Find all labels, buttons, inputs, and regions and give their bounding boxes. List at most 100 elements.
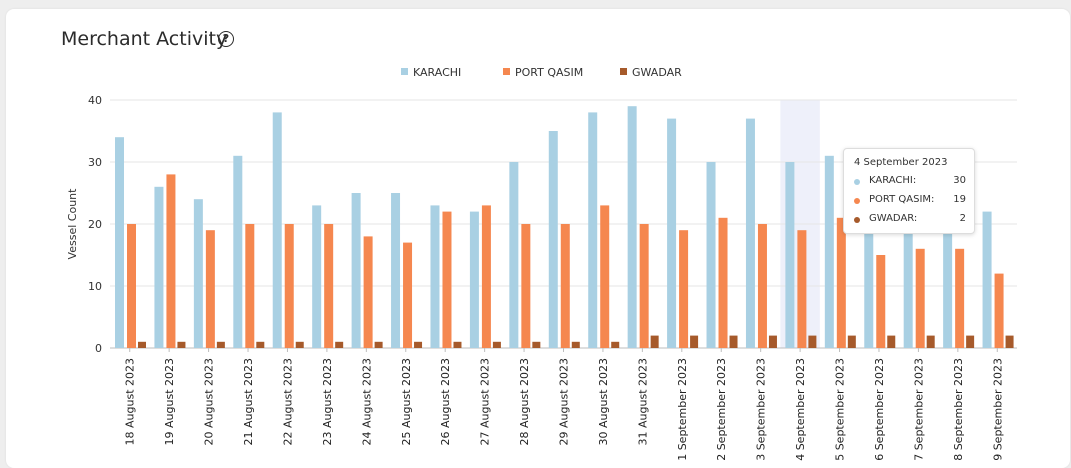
- x-tick-label: 24 August 2023: [360, 358, 373, 445]
- bar-karachi[interactable]: [351, 193, 361, 348]
- tooltip-label: GWADAR:: [869, 213, 918, 224]
- bar-gwadar[interactable]: [532, 341, 541, 348]
- legend-swatch[interactable]: [620, 68, 627, 75]
- bar-port-qasim[interactable]: [245, 224, 255, 348]
- bar-port-qasim[interactable]: [639, 224, 649, 348]
- bar-gwadar[interactable]: [808, 335, 817, 348]
- bar-karachi[interactable]: [154, 186, 164, 348]
- bar-port-qasim[interactable]: [560, 224, 570, 348]
- bar-karachi[interactable]: [469, 211, 479, 348]
- bar-port-qasim[interactable]: [757, 224, 767, 348]
- bar-port-qasim[interactable]: [205, 230, 215, 348]
- bar-gwadar[interactable]: [295, 341, 304, 348]
- bar-gwadar[interactable]: [650, 335, 659, 348]
- bar-gwadar[interactable]: [571, 341, 580, 348]
- bar-gwadar[interactable]: [177, 341, 186, 348]
- bar-gwadar[interactable]: [256, 341, 265, 348]
- bar-karachi[interactable]: [430, 205, 440, 348]
- bar-port-qasim[interactable]: [363, 236, 373, 348]
- legend-swatch[interactable]: [401, 68, 408, 75]
- bar-port-qasim[interactable]: [127, 224, 136, 348]
- bar-karachi[interactable]: [824, 155, 834, 348]
- x-tick-label: 8 September 2023: [952, 358, 965, 461]
- tooltip-label: KARACHI:: [869, 175, 917, 186]
- bar-karachi[interactable]: [785, 162, 795, 348]
- bar-gwadar[interactable]: [966, 335, 975, 348]
- x-tick-label: 9 September 2023: [991, 358, 1004, 461]
- bar-karachi[interactable]: [233, 155, 243, 348]
- bar-karachi[interactable]: [272, 112, 282, 349]
- bar-karachi[interactable]: [548, 131, 558, 348]
- bar-gwadar[interactable]: [335, 341, 344, 348]
- question-circle-icon[interactable]: ?: [218, 31, 234, 47]
- bar-port-qasim[interactable]: [403, 242, 413, 348]
- x-tick-label: 21 August 2023: [242, 358, 255, 445]
- bar-port-qasim[interactable]: [915, 248, 925, 348]
- bar-gwadar[interactable]: [611, 341, 620, 348]
- bar-gwadar[interactable]: [887, 335, 896, 348]
- x-tick-label: 27 August 2023: [479, 358, 492, 445]
- x-tick-label: 22 August 2023: [281, 358, 294, 445]
- bar-port-qasim[interactable]: [876, 255, 886, 348]
- bar-karachi[interactable]: [312, 205, 322, 348]
- x-tick-label: 26 August 2023: [439, 358, 452, 445]
- x-tick-label: 4 September 2023: [794, 358, 807, 461]
- bar-karachi[interactable]: [588, 112, 598, 349]
- bar-port-qasim[interactable]: [994, 273, 1004, 348]
- x-tick-label: 6 September 2023: [873, 358, 886, 461]
- bar-karachi[interactable]: [903, 224, 913, 348]
- bar-karachi[interactable]: [864, 211, 874, 348]
- bar-karachi[interactable]: [943, 211, 953, 348]
- bar-gwadar[interactable]: [729, 335, 738, 348]
- bar-port-qasim[interactable]: [718, 217, 728, 348]
- bar-port-qasim[interactable]: [521, 224, 531, 348]
- x-tick-label: 23 August 2023: [321, 358, 334, 445]
- bar-gwadar[interactable]: [1005, 335, 1014, 348]
- bar-gwadar[interactable]: [690, 335, 699, 348]
- bar-port-qasim[interactable]: [600, 205, 610, 348]
- bar-gwadar[interactable]: [216, 341, 225, 348]
- y-tick-label: 10: [88, 280, 102, 293]
- x-tick-label: 20 August 2023: [203, 358, 216, 445]
- bar-gwadar[interactable]: [926, 335, 935, 348]
- tooltip-value: 30: [953, 175, 966, 186]
- bar-port-qasim[interactable]: [481, 205, 491, 348]
- bar-port-qasim[interactable]: [679, 230, 689, 348]
- bar-karachi[interactable]: [627, 106, 637, 348]
- bar-karachi[interactable]: [667, 118, 677, 348]
- y-tick-label: 30: [88, 156, 102, 169]
- bar-port-qasim[interactable]: [284, 224, 294, 348]
- legend-label[interactable]: PORT QASIM: [515, 66, 583, 79]
- x-tick-label: 19 August 2023: [163, 358, 176, 445]
- bar-port-qasim[interactable]: [836, 217, 846, 348]
- legend-label[interactable]: KARACHI: [413, 66, 461, 79]
- bar-port-qasim[interactable]: [797, 230, 807, 348]
- bar-karachi[interactable]: [391, 193, 401, 348]
- bar-karachi[interactable]: [982, 211, 992, 348]
- x-tick-label: 3 September 2023: [755, 358, 768, 461]
- bar-karachi[interactable]: [193, 199, 203, 348]
- bar-gwadar[interactable]: [138, 341, 146, 348]
- y-tick-label: 0: [95, 342, 102, 355]
- x-tick-label: 29 August 2023: [558, 358, 571, 445]
- bar-karachi[interactable]: [706, 162, 716, 348]
- bar-gwadar[interactable]: [492, 341, 501, 348]
- bar-gwadar[interactable]: [414, 341, 423, 348]
- bar-gwadar[interactable]: [847, 335, 856, 348]
- bar-port-qasim[interactable]: [955, 248, 965, 348]
- bar-gwadar[interactable]: [453, 341, 462, 348]
- tooltip-row: PORT QASIM: 19: [854, 194, 966, 208]
- bar-port-qasim[interactable]: [166, 174, 176, 348]
- bar-gwadar[interactable]: [374, 341, 383, 348]
- bar-port-qasim[interactable]: [324, 224, 334, 348]
- bar-karachi[interactable]: [509, 162, 519, 348]
- bar-port-qasim[interactable]: [442, 211, 452, 348]
- legend-label[interactable]: GWADAR: [632, 66, 682, 79]
- legend-swatch[interactable]: [503, 68, 510, 75]
- bar-gwadar[interactable]: [768, 335, 777, 348]
- bar-karachi[interactable]: [745, 118, 755, 348]
- bar-karachi[interactable]: [115, 137, 124, 348]
- tooltip-label: PORT QASIM:: [869, 194, 935, 205]
- y-tick-label: 20: [88, 218, 102, 231]
- x-tick-label: 25 August 2023: [400, 358, 413, 445]
